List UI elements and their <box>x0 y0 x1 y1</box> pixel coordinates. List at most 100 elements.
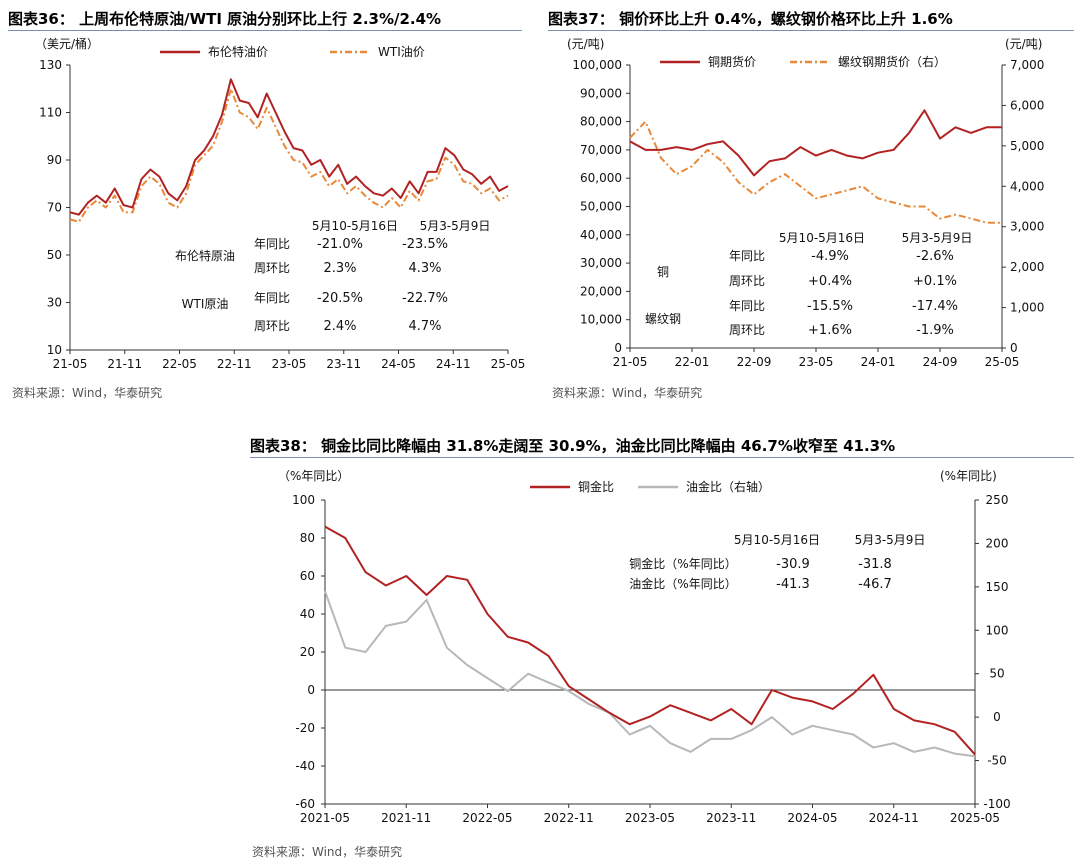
chart38-xtick-label: 2023-05 <box>625 811 675 825</box>
chart38-table-rowlabel: 铜金比（%年同比） <box>629 556 736 571</box>
chart37-xtick-label: 24-01 <box>861 355 896 369</box>
chart36-rule <box>8 30 522 31</box>
chart37-table-rowlabel: 年同比 <box>729 299 765 313</box>
chart36-table-rowlabel: 年同比 <box>254 291 290 305</box>
chart37-table-rowlabel: 周环比 <box>729 323 765 337</box>
chart36-table-header: 5月10-5月16日 <box>312 219 398 233</box>
chart38-y-unit-left: （%年同比） <box>278 469 349 483</box>
chart37-ytick-right-label: 6,000 <box>1010 98 1044 112</box>
chart36-xtick-label: 24-11 <box>436 357 471 371</box>
chart37-xtick-label: 25-05 <box>985 355 1020 369</box>
chart37-table-group: 螺纹钢 <box>645 312 681 326</box>
chart37-ytick-right-label: 3,000 <box>1010 220 1044 234</box>
chart36-table-rowlabel: 周环比 <box>254 319 290 333</box>
chart38-ytick-left-label: 100 <box>292 493 315 507</box>
chart36-xtick-label: 21-05 <box>53 357 88 371</box>
chart37-ytick-left-label: 0 <box>614 341 622 355</box>
chart37-table-header: 5月10-5月16日 <box>779 231 865 245</box>
chart36-table-value: -21.0% <box>317 237 363 252</box>
chart38-table-rowlabel: 油金比（%年同比） <box>629 576 736 591</box>
chart38-ytick-right-label: 50 <box>989 667 1004 681</box>
chart38-series-oil-gold <box>324 590 976 758</box>
chart38-title: 图表38： 铜金比同比降幅由 31.8%走阔至 30.9%，油金比同比降幅由 4… <box>250 437 896 455</box>
chart37-title: 图表37： 铜价环比上升 0.4%，螺纹钢价格环比上升 1.6% <box>548 10 953 28</box>
chart37-ytick-right-label: 5,000 <box>1010 139 1044 153</box>
chart37-xtick-label: 23-05 <box>799 355 834 369</box>
chart37-ytick-left-label: 30,000 <box>580 256 622 270</box>
chart38-table-value: -46.7 <box>858 577 892 592</box>
chart37-y-unit-right: (元/吨) <box>1005 37 1042 51</box>
chart37-ytick-left-label: 10,000 <box>580 313 622 327</box>
chart36-table-group: 布伦特原油 <box>175 248 235 263</box>
chart36-table-value: 2.4% <box>323 319 356 334</box>
chart36-xtick-label: 24-05 <box>381 357 416 371</box>
chart38-ytick-right-label: 200 <box>986 536 1009 550</box>
chart37-table-value: +0.1% <box>913 274 957 289</box>
chart36-ytick-label: 90 <box>47 153 62 167</box>
chart38-table-header: 5月3-5月9日 <box>855 533 926 547</box>
chart37-table-value: +1.6% <box>808 323 852 338</box>
chart37-table-value: +0.4% <box>808 274 852 289</box>
chart37-table-value: -4.9% <box>811 249 849 264</box>
chart37-ytick-left-label: 50,000 <box>580 200 622 214</box>
chart36-xtick-label: 23-05 <box>272 357 307 371</box>
chart38-ytick-left-label: 40 <box>300 607 315 621</box>
chart38-xtick-label: 2022-11 <box>544 811 594 825</box>
chart36-ytick-label: 70 <box>47 201 62 215</box>
chart36-ytick-label: 130 <box>39 58 62 72</box>
chart38-xtick-label: 2023-11 <box>706 811 756 825</box>
chart38-xtick-label: 2025-05 <box>950 811 1000 825</box>
chart38-source: 资料来源：Wind，华泰研究 <box>252 845 403 859</box>
chart38-ytick-right-label: 100 <box>986 623 1009 637</box>
chart37-ytick-left-label: 40,000 <box>580 228 622 242</box>
chart37-ytick-left-label: 90,000 <box>580 86 622 100</box>
chart37-xtick-label: 22-09 <box>737 355 772 369</box>
chart37-ytick-left-label: 100,000 <box>572 58 622 72</box>
chart38-xtick-label: 2022-05 <box>462 811 512 825</box>
chart37-xtick-label: 22-01 <box>675 355 710 369</box>
chart38-ytick-left-label: 60 <box>300 569 315 583</box>
chart36-table-value: 2.3% <box>323 261 356 276</box>
chart38-ytick-right-label: -100 <box>983 797 1010 811</box>
chart36-table-value: -20.5% <box>317 291 363 306</box>
chart38-legend-oil-gold-label: 油金比（右轴） <box>686 479 770 494</box>
chart37-ytick-left-label: 80,000 <box>580 115 622 129</box>
chart37-series-rebar <box>629 120 1002 224</box>
chart36-legend-brent-label: 布伦特油价 <box>208 44 268 59</box>
chart36-table-value: 4.3% <box>408 261 441 276</box>
chart38-ytick-left-label: 0 <box>307 683 315 697</box>
chart37-table-value: -2.6% <box>916 249 954 264</box>
chart36-y-unit: （美元/桶） <box>35 36 99 51</box>
chart38-ytick-left-label: -20 <box>295 721 315 735</box>
chart36-xtick-label: 22-05 <box>162 357 197 371</box>
chart36-table-rowlabel: 周环比 <box>254 261 290 275</box>
chart37-ytick-right-label: 0 <box>1010 341 1018 355</box>
chart36-source: 资料来源：Wind，华泰研究 <box>12 386 163 400</box>
chart38-ytick-right-label: -50 <box>987 754 1007 768</box>
chart36-xtick-label: 25-05 <box>491 357 526 371</box>
chart36-xtick-label: 23-11 <box>326 357 361 371</box>
chart37-table-header: 5月3-5月9日 <box>902 231 973 245</box>
chart38-y-unit-right: (%年同比) <box>940 469 997 483</box>
chart38-ytick-right-label: 150 <box>986 580 1009 594</box>
chart38-legend-copper-gold-label: 铜金比 <box>578 479 614 494</box>
chart37-ytick-right-label: 1,000 <box>1010 301 1044 315</box>
chart38-table-value: -41.3 <box>776 577 810 592</box>
chart38-ytick-left-label: 80 <box>300 531 315 545</box>
chart37-series-copper <box>629 109 1002 177</box>
chart36-ytick-label: 30 <box>47 296 62 310</box>
chart37-table-rowlabel: 年同比 <box>729 249 765 263</box>
chart37-table-group: 铜 <box>657 264 669 279</box>
chart37-ytick-right-label: 7,000 <box>1010 58 1044 72</box>
chart36-title: 图表36： 上周布伦特原油/WTI 原油分别环比上行 2.3%/2.4% <box>8 10 442 28</box>
chart36-xtick-label: 21-11 <box>107 357 142 371</box>
chart37-ytick-left-label: 20,000 <box>580 284 622 298</box>
chart36-ytick-label: 110 <box>39 106 62 120</box>
chart38-ytick-right-label: 0 <box>993 710 1001 724</box>
chart37-table-value: -17.4% <box>912 299 958 314</box>
chart36-table-header: 5月3-5月9日 <box>420 219 491 233</box>
chart38-xtick-label: 2024-05 <box>787 811 837 825</box>
chart37-legend-copper-label: 铜期货价 <box>708 54 756 69</box>
chart37-xtick-label: 21-05 <box>613 355 648 369</box>
chart37-ytick-right-label: 2,000 <box>1010 260 1044 274</box>
